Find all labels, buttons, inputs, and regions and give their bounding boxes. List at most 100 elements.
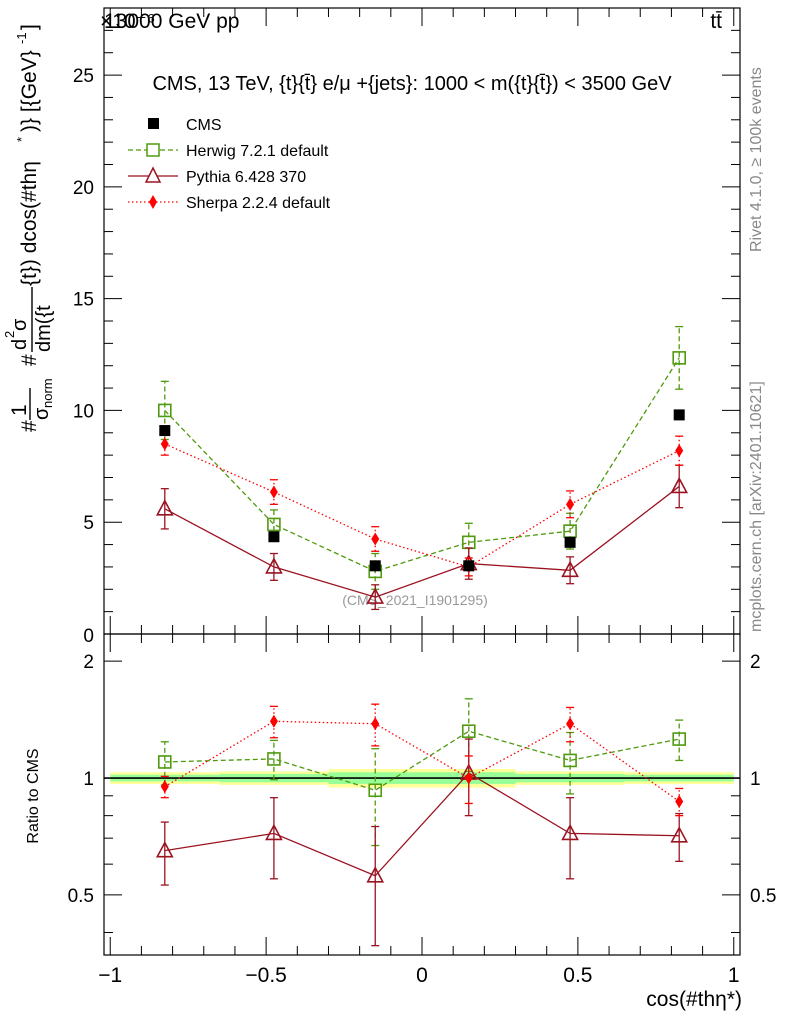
main-series-cms: [159, 409, 685, 572]
main-series-herwig-7-2-1-default: [157, 325, 687, 590]
ratio-point-pythia-6-428-370: [265, 823, 283, 841]
rivet-version-label: Rivet 4.1.0, ≥ 100k events: [748, 67, 765, 252]
ratio-point-sherpa-2-2-4-default: [464, 771, 473, 785]
ratio-point-pythia-6-428-370: [366, 866, 385, 883]
main-point-herwig-7-2-1-default: [267, 517, 281, 532]
y-title-exp: -1: [14, 32, 29, 44]
ratio-point-herwig-7-2-1-default: [368, 783, 383, 798]
ratio-point-sherpa-2-2-4-default: [160, 780, 169, 794]
ratio-x-tick-label: 1: [728, 964, 740, 987]
legend-label-herwig: Herwig 7.2.1 default: [186, 143, 329, 160]
legend-label-cms: CMS: [186, 117, 222, 134]
ratio-y-tick-label-right: 0.5: [750, 886, 776, 907]
legend-marker-herwig: [146, 143, 160, 157]
y-title-close: ]: [18, 24, 41, 30]
ratio-x-tick-label: −0.5: [245, 964, 286, 987]
process-label: tt̄: [710, 10, 722, 33]
main-y-tick-label: 10: [73, 401, 94, 422]
main-point-herwig-7-2-1-default: [672, 351, 687, 365]
ratio-y-tick-label: 1: [83, 769, 94, 790]
main-point-cms: [159, 425, 171, 437]
ratio-point-sherpa-2-2-4-default: [566, 717, 575, 731]
main-series-sherpa-2-2-4-default: [160, 432, 684, 577]
main-point-pythia-6-428-370: [366, 587, 385, 604]
main-point-cms: [369, 560, 381, 572]
ratio-series-sherpa-2-2-4-default: [160, 703, 684, 817]
ratio-point-sherpa-2-2-4-default: [269, 714, 278, 728]
ratio-point-pythia-6-428-370: [155, 840, 174, 858]
ratio-point-herwig-7-2-1-default: [267, 752, 281, 766]
main-y-tick-label: 5: [83, 513, 94, 534]
y-title-sigma: σ: [31, 407, 53, 420]
ratio-y-tick-label: 0.5: [68, 886, 94, 907]
main-point-sherpa-2-2-4-default: [371, 532, 380, 546]
ratio-point-pythia-6-428-370: [561, 823, 579, 841]
ratio-panel-data: [104, 698, 740, 947]
energy-label: 13000 GeV pp: [104, 10, 239, 33]
main-point-cms: [463, 560, 475, 572]
y-title-norm: norm: [40, 378, 55, 408]
ratio-y-tick-label-right: 2: [750, 652, 761, 673]
main-line-pythia-6-428-370: [164, 485, 680, 598]
ratio-point-herwig-7-2-1-default: [672, 732, 687, 746]
legend-entry-sherpa: Sherpa 2.2.4 default: [128, 195, 331, 212]
legend-entry-cms: CMS: [148, 117, 222, 134]
main-point-cms: [564, 536, 576, 548]
ratio-point-herwig-7-2-1-default: [157, 755, 172, 769]
x-axis-title: cos(#thη*): [646, 988, 742, 1011]
main-line-sherpa-2-2-4-default: [164, 443, 680, 568]
y-title-sigma2: σ: [9, 318, 31, 331]
ratio-line-pythia-6-428-370: [164, 772, 680, 877]
y-title-hash2: #: [18, 354, 41, 366]
main-point-herwig-7-2-1-default: [157, 403, 172, 418]
main-point-sherpa-2-2-4-default: [269, 485, 278, 499]
main-y-axis-title: # 1 σ norm # d 2 σ dm({t {t}) dcos(#thη …: [2, 24, 55, 432]
ratio-x-tick-label: 0: [416, 964, 428, 987]
main-point-sherpa-2-2-4-default: [675, 444, 684, 458]
legend-label-pythia: Pythia 6.428 370: [186, 169, 306, 186]
legend: CMS Herwig 7.2.1 default Pythia 6.428 37…: [128, 117, 331, 212]
main-panel-frame: [103, 7, 741, 635]
main-y-tick-label: 15: [73, 290, 94, 311]
mcplots-label: mcplots.cern.ch [arXiv:2401.10621]: [748, 381, 765, 632]
main-y-tick-label: 20: [73, 178, 94, 199]
ratio-point-pythia-6-428-370: [670, 826, 689, 843]
ratio-line-herwig-7-2-1-default: [164, 730, 680, 791]
y-title-one: 1: [8, 404, 31, 416]
main-line-herwig-7-2-1-default: [164, 357, 680, 573]
legend-marker-sherpa: [149, 195, 157, 209]
main-y-tick-label: 25: [73, 66, 94, 87]
legend-label-sherpa: Sherpa 2.2.4 default: [186, 195, 331, 212]
ratio-y-axis-title: Ratio to CMS: [25, 748, 42, 843]
main-point-pythia-6-428-370: [155, 499, 174, 516]
main-y-tick-label-0: 0: [83, 626, 94, 647]
ratio-line-sherpa-2-2-4-default: [164, 720, 680, 803]
y-title-rest: {t}) dcos(#thη: [18, 161, 41, 286]
legend-marker-cms: [148, 118, 159, 129]
main-point-pythia-6-428-370: [265, 557, 283, 574]
legend-entry-pythia: Pythia 6.428 370: [128, 166, 306, 186]
main-point-pythia-6-428-370: [670, 476, 689, 494]
y-title-two: 2: [2, 331, 17, 338]
legend-marker-pythia: [144, 166, 162, 183]
legend-entry-herwig: Herwig 7.2.1 default: [128, 143, 329, 160]
ratio-point-sherpa-2-2-4-default: [371, 717, 380, 731]
main-point-cms: [673, 409, 685, 421]
main-point-sherpa-2-2-4-default: [160, 437, 169, 451]
main-point-cms: [268, 531, 280, 543]
main-panel-axes: 5 10 15 20 25: [73, 7, 740, 635]
ratio-panel-frame: [103, 633, 741, 956]
main-panel-data: [155, 325, 689, 611]
ratio-point-sherpa-2-2-4-default: [675, 795, 684, 809]
main-plot-title: CMS, 13 TeV, {t}{t̄} e/μ +{jets}: 1000 <…: [152, 73, 672, 95]
main-series-pythia-6-428-370: [155, 464, 689, 611]
ratio-point-herwig-7-2-1-default: [563, 753, 577, 768]
ratio-panel-axes: −1 −0.5 0 0.5 1 0.5 0.5 1 1 2 2: [68, 634, 776, 987]
main-point-pythia-6-428-370: [561, 560, 579, 578]
y-title-dm: dm({t: [33, 305, 55, 352]
y-title-unit: )} [{GeV}: [18, 50, 41, 132]
ratio-y-tick-label: 2: [83, 652, 94, 673]
y-title-hash1: #: [18, 420, 41, 432]
ratio-y-tick-label-right: 1: [750, 769, 761, 790]
